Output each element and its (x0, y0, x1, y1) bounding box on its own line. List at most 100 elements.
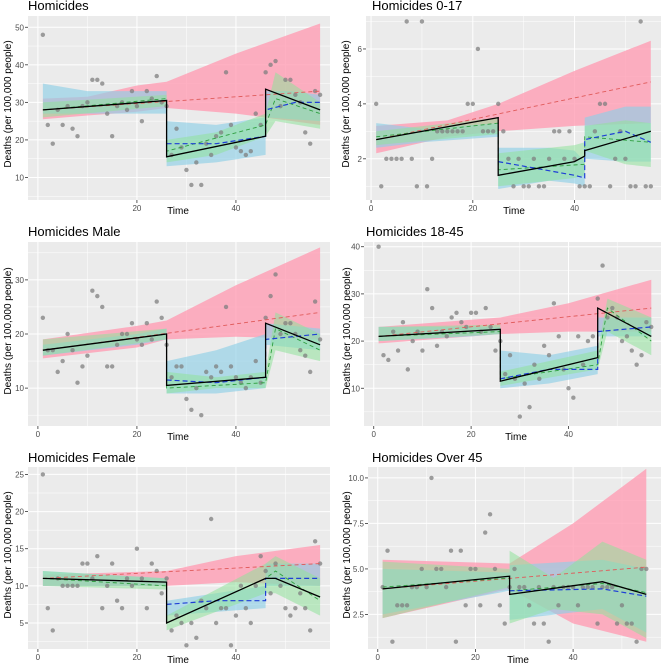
data-point (649, 324, 654, 330)
data-point (506, 156, 511, 162)
data-point (243, 152, 249, 158)
green-fit-line (378, 307, 652, 380)
data-point (189, 620, 194, 626)
data-point (144, 605, 150, 611)
data-point (258, 553, 263, 559)
model-line (376, 116, 651, 177)
panel-homicides-female: 0 20 40 5 10 15 20 25 Homicides Female Time Dea… (3, 450, 330, 666)
data-point (541, 184, 547, 189)
data-point (85, 561, 90, 566)
data-point (455, 129, 460, 134)
plot-layer: 20 40 10 20 30 40 50 (15, 16, 330, 213)
data-point (516, 156, 521, 162)
data-point (399, 603, 405, 608)
x-tick-label: 40 (564, 430, 573, 439)
model-band-green (376, 117, 651, 187)
data-point (429, 305, 435, 311)
data-point (473, 310, 479, 315)
data-point (253, 583, 258, 589)
data-point (307, 141, 313, 146)
data-point (70, 348, 75, 353)
panel-title: Homicides 0-17 (372, 0, 462, 13)
data-point (169, 375, 174, 380)
data-point (105, 364, 110, 369)
data-point (218, 369, 224, 375)
data-point (65, 583, 70, 589)
y-tick-label: 20 (351, 337, 360, 346)
data-point (303, 130, 308, 135)
data-point (60, 583, 65, 589)
data-point (395, 603, 400, 608)
x-tick-label: 0 (36, 430, 41, 439)
data-point (384, 156, 389, 162)
data-point (590, 584, 595, 590)
panel-title: Homicides Male (28, 224, 120, 239)
data-point (154, 73, 159, 79)
data-point (444, 334, 449, 339)
y-tick-label: 30 (351, 290, 360, 299)
data-point (70, 583, 75, 589)
data-point (129, 320, 135, 326)
data-point (424, 184, 430, 189)
data-point (619, 603, 625, 608)
data-point (109, 561, 115, 566)
x-tick-label: 20 (467, 430, 476, 439)
data-point (298, 591, 303, 596)
panel-title: Homicides Female (28, 450, 136, 465)
data-point (624, 621, 630, 626)
data-point (468, 566, 473, 572)
data-point (40, 315, 46, 320)
data-point (253, 358, 258, 364)
panel-homicides: 20 40 10 20 30 40 50 Homicides Time Deaths (pe… (3, 0, 330, 217)
y-tick-label: 10 (15, 384, 24, 393)
data-point (45, 605, 51, 611)
data-point (199, 182, 204, 188)
data-point (293, 605, 298, 611)
y-axis-label: Deaths (per 100,000 people) (3, 491, 14, 618)
data-point (648, 184, 654, 189)
data-point (487, 512, 493, 517)
data-point (391, 329, 396, 334)
data-point (600, 263, 605, 268)
data-point (85, 353, 90, 358)
x-tick-label: 20 (132, 430, 141, 439)
data-point (90, 288, 95, 293)
data-point (238, 583, 244, 589)
data-point (602, 101, 608, 107)
data-point (379, 184, 384, 189)
data-point (40, 32, 46, 37)
data-point (449, 315, 454, 320)
x-axis-label: Time (167, 206, 189, 217)
data-point (298, 348, 303, 353)
data-point (566, 386, 571, 391)
data-point (585, 338, 591, 344)
data-point (629, 621, 634, 626)
data-point (613, 156, 618, 162)
y-tick-label: 2.5 (353, 610, 365, 619)
data-point (532, 362, 537, 367)
data-point (40, 472, 46, 477)
data-point (273, 561, 278, 566)
data-point (70, 126, 75, 131)
data-point (483, 530, 488, 535)
data-point (434, 343, 440, 348)
data-point (278, 103, 283, 109)
data-point (218, 605, 224, 611)
data-point (546, 639, 551, 644)
data-point (634, 639, 639, 644)
y-tick-label: 20 (15, 330, 24, 339)
data-point (213, 133, 219, 139)
counterfactual-line (378, 307, 652, 337)
counterfactual-line (42, 90, 321, 111)
x-axis-label: Time (503, 206, 525, 217)
model-band-green (382, 541, 647, 639)
data-point (394, 156, 399, 162)
data-point (60, 358, 65, 364)
data-point (288, 77, 293, 83)
data-point (454, 310, 459, 315)
data-point (496, 101, 501, 107)
data-point (114, 598, 120, 603)
data-point (233, 375, 239, 380)
data-point (268, 293, 273, 299)
